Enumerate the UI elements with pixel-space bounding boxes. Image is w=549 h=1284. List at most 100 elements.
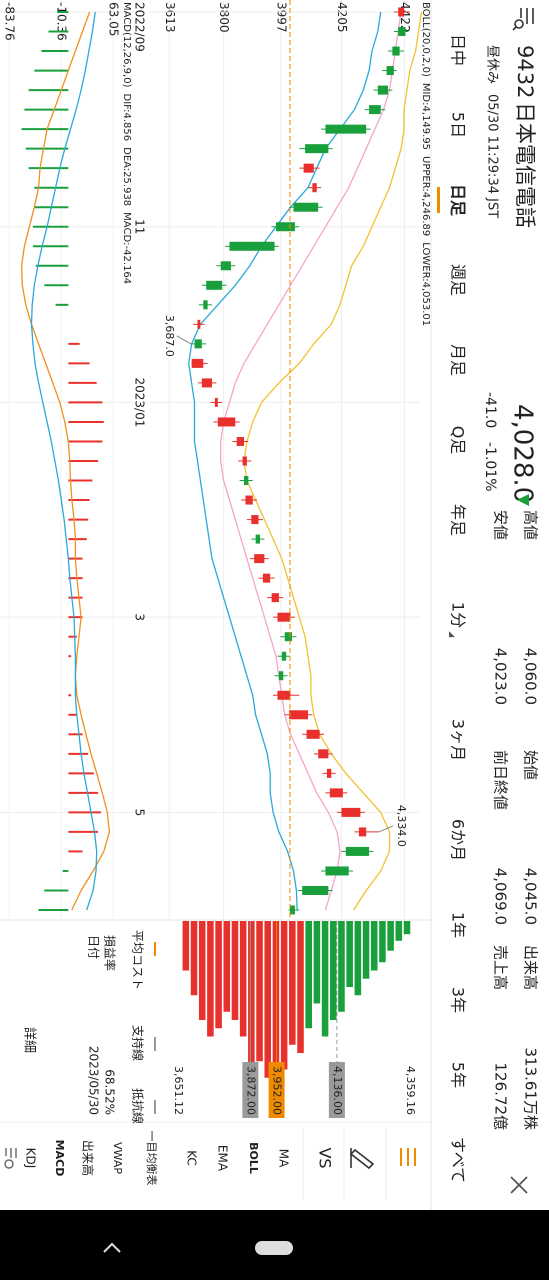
- profile-bar: [264, 921, 272, 1078]
- indicator-option[interactable]: KDJ: [24, 1148, 38, 1169]
- draw-tool-icon[interactable]: [349, 1148, 375, 1170]
- candle-body: [312, 183, 317, 193]
- cost-tab[interactable]: 抵抗線: [131, 1088, 146, 1124]
- market-status: 昼休み: [485, 45, 500, 84]
- profile-bar: [346, 921, 353, 987]
- dif-line: [20, 11, 111, 911]
- candle-body: [262, 573, 271, 583]
- profile-bar: [297, 921, 304, 1053]
- period-tab[interactable]: 6か月: [449, 819, 468, 861]
- stat-value: 313.61万株: [522, 1048, 540, 1131]
- indicator-option[interactable]: MACD: [53, 1140, 66, 1177]
- legend-entry: DEA:25.938: [121, 147, 132, 206]
- legend-entry: MID:4,149.95: [420, 83, 431, 150]
- candle-body: [214, 397, 218, 407]
- boll-line: [220, 11, 402, 911]
- stat-label: 高値: [522, 510, 540, 540]
- candle-body: [281, 651, 287, 661]
- profile-bar: [338, 921, 345, 1012]
- nav-icons: [103, 1241, 293, 1255]
- profile-bar: [354, 921, 362, 996]
- period-tab[interactable]: 年足: [449, 504, 468, 536]
- period-tab[interactable]: 日中: [449, 34, 468, 66]
- price-change-pct: -1.01%: [482, 442, 498, 492]
- profile-price-label: 3,872.00: [244, 1066, 257, 1115]
- x-tick-label: 2022/09: [133, 2, 147, 52]
- indicator-option[interactable]: BOLL: [247, 1142, 260, 1174]
- indicator-option[interactable]: 一目均衡表: [145, 1131, 159, 1186]
- profile-bar: [362, 921, 370, 979]
- x-tick-label: 5: [133, 809, 147, 817]
- period-tab[interactable]: 月足: [449, 344, 468, 376]
- legend-entry: MACD:-42.164: [121, 212, 132, 284]
- period-tab[interactable]: 1分: [449, 602, 468, 628]
- candle-body: [236, 436, 244, 446]
- profile-bar: [256, 921, 263, 1062]
- profile-bar: [321, 921, 329, 1037]
- stat-label: 始値: [522, 750, 540, 780]
- price-label-box: [268, 1062, 285, 1118]
- settings-menu-icon[interactable]: [400, 1148, 416, 1166]
- stat-value: 4,069.0: [492, 868, 510, 925]
- stat-value: 126.72億: [492, 1063, 510, 1131]
- period-tab[interactable]: すべて: [449, 1137, 468, 1183]
- profile-price-label: 4,359.16: [404, 1066, 417, 1115]
- profile-bar: [182, 921, 190, 971]
- annotation-leader: [176, 335, 192, 345]
- candle-body: [345, 846, 370, 856]
- x-tick-label: 2023/01: [133, 378, 147, 428]
- period-tab[interactable]: 5年: [449, 1062, 468, 1088]
- profile-price-label: 3,651.12: [172, 1066, 185, 1115]
- period-tab[interactable]: 日足: [449, 184, 468, 217]
- candle-body: [242, 456, 247, 466]
- close-button[interactable]: [510, 1176, 528, 1194]
- profile-bar: [329, 921, 337, 1020]
- profile-bar: [395, 921, 403, 941]
- candle-body: [277, 690, 291, 700]
- period-tab[interactable]: Q足: [449, 426, 468, 455]
- period-tab[interactable]: 1年: [449, 912, 468, 938]
- period-tab[interactable]: 週足: [449, 264, 468, 296]
- legend-entry: UPPER:4,246.89: [420, 156, 431, 236]
- compare-button[interactable]: VS: [316, 1147, 335, 1168]
- navigation-bar: [0, 1210, 549, 1280]
- candle-body: [284, 632, 292, 642]
- dea-line: [30, 11, 98, 911]
- candle-body: [358, 827, 367, 837]
- candle-body: [392, 46, 400, 56]
- x-tick-label: 11: [133, 219, 147, 234]
- candle-body: [217, 417, 236, 427]
- home-pill[interactable]: [255, 1241, 293, 1255]
- boll-line: [188, 11, 382, 911]
- back-chevron[interactable]: [103, 1242, 121, 1253]
- profile-bar: [231, 921, 239, 1020]
- cost-tab[interactable]: 支持線: [131, 1025, 146, 1061]
- y-tick-label: 4205: [335, 2, 349, 33]
- indicator-option[interactable]: 出来高: [81, 1140, 96, 1176]
- stock-name: 日本電信電話: [513, 102, 537, 228]
- period-tab[interactable]: 3ヶ月: [449, 719, 468, 761]
- candle-body: [289, 710, 308, 720]
- legend-entry: MACD(12,26,9,0): [121, 2, 132, 88]
- profile-bar: [215, 921, 222, 1029]
- price-change: -41.0: [482, 392, 498, 428]
- indicator-settings-icon[interactable]: [4, 1148, 17, 1169]
- candle-body: [305, 144, 329, 154]
- candle-body: [306, 729, 320, 739]
- menu-search-icon[interactable]: [512, 8, 534, 31]
- period-tab[interactable]: 3年: [449, 987, 468, 1013]
- profile-bar: [198, 921, 206, 1020]
- price-label-box: [328, 1062, 345, 1118]
- indicator-option[interactable]: VWAP: [111, 1142, 124, 1174]
- indicator-option[interactable]: EMA: [216, 1145, 230, 1172]
- detail-button[interactable]: 詳細: [22, 1027, 38, 1053]
- period-tab[interactable]: 5日: [449, 112, 468, 138]
- candle-body: [293, 202, 319, 212]
- cost-tab[interactable]: 平均コスト: [131, 930, 145, 990]
- cost-row-value: 2023/05/30: [87, 1046, 101, 1115]
- indicator-option[interactable]: KC: [185, 1150, 199, 1166]
- indicator-option[interactable]: MA: [277, 1149, 291, 1168]
- profile-bar: [289, 921, 296, 1045]
- candle-body: [220, 261, 231, 271]
